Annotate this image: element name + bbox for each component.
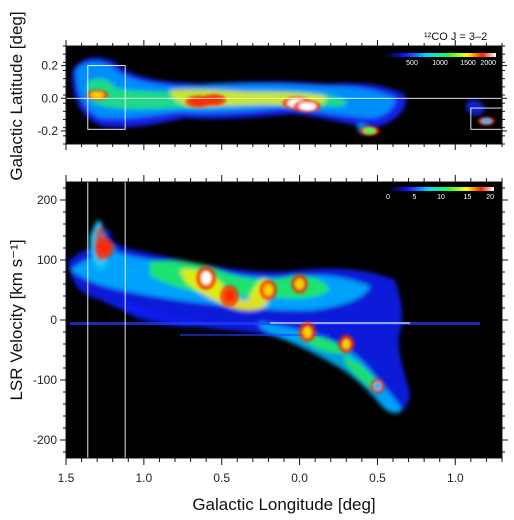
bottom-colorbar-label: 5 bbox=[413, 194, 417, 201]
top-emission-peaks bbox=[86, 89, 495, 136]
top-minor-ticks bbox=[63, 40, 505, 150]
top-colorbar-label: 1500 bbox=[460, 60, 476, 67]
bottom-y-axis-title: LSR Velocity [km s⁻¹] bbox=[7, 239, 26, 400]
top-peak-6 bbox=[477, 116, 495, 126]
bottom-x-tick-label: 0.5 bbox=[369, 471, 386, 485]
bottom-colorbar-label: 15 bbox=[464, 194, 472, 201]
top-emission-map bbox=[72, 57, 495, 136]
bottom-emission-peaks bbox=[95, 237, 385, 394]
bottom-y-tick-label: -200 bbox=[33, 433, 57, 447]
top-peak-4 bbox=[293, 100, 321, 113]
top-colorbar-label: 500 bbox=[406, 60, 418, 67]
bottom-peak-4 bbox=[291, 274, 309, 294]
top-y-tick-label: 0.0 bbox=[41, 91, 58, 105]
bottom-emission-map bbox=[68, 220, 480, 414]
bottom-peak-2 bbox=[220, 284, 239, 308]
bottom-colorbar-label: 20 bbox=[486, 194, 494, 201]
top-colorbar-gradient bbox=[384, 53, 496, 57]
top-y-tick-label: 0.2 bbox=[41, 59, 58, 73]
molecular-line-label: ¹²CO J = 3–2 bbox=[424, 31, 487, 43]
bottom-colorbar-gradient bbox=[388, 187, 494, 191]
bottom-x-tick-label: 0.5 bbox=[213, 471, 230, 485]
bottom-y-tick-label: 100 bbox=[37, 253, 57, 267]
bottom-peak-5 bbox=[298, 321, 317, 343]
bottom-x-tick-label: 0.0 bbox=[291, 471, 308, 485]
selection-box-0 bbox=[87, 65, 126, 130]
top-y-ticks: 0.2 0.0 -0.2 bbox=[37, 59, 507, 138]
bottom-colorbar: 0 5 10 15 20 bbox=[386, 187, 494, 201]
bottom-peak-3 bbox=[259, 279, 278, 301]
top-colorbar: 500 1000 1500 2000 bbox=[384, 53, 496, 67]
top-y-axis-title: Galactic Latitude [deg] bbox=[7, 11, 26, 180]
bottom-x-ticks: 1.5 1.0 0.5 0.0 0.5 1.0 bbox=[58, 471, 464, 485]
x-axis-title: Galactic Longitude [deg] bbox=[192, 495, 375, 514]
bottom-strip-lines bbox=[87, 182, 126, 458]
bottom-x-tick-label: 1.0 bbox=[136, 471, 153, 485]
bottom-y-tick-label: 0 bbox=[50, 313, 57, 327]
bottom-y-tick-label: 200 bbox=[37, 193, 57, 207]
bottom-x-tick-label: 1.5 bbox=[58, 471, 75, 485]
bottom-x-tick-label: 1.0 bbox=[447, 471, 464, 485]
top-colorbar-label: 1000 bbox=[432, 60, 448, 67]
bottom-colorbar-label: 10 bbox=[437, 194, 445, 201]
top-panel: 0.20.0-0.2 500 1000 1500 2000 ¹²CO J = 3–2 … bbox=[7, 11, 507, 181]
top-peak-5 bbox=[359, 126, 380, 136]
bottom-colorbar-label: 0 bbox=[386, 194, 390, 201]
bottom-y-tick-label: -100 bbox=[33, 373, 57, 387]
bottom-peak-7 bbox=[370, 378, 385, 394]
top-peak-0 bbox=[86, 89, 109, 101]
bottom-peak-1 bbox=[196, 266, 217, 290]
bottom-peak-0 bbox=[95, 237, 115, 259]
bottom-peak-6 bbox=[338, 334, 355, 354]
top-colorbar-label: 2000 bbox=[480, 60, 496, 67]
top-peak-2 bbox=[201, 94, 227, 106]
bottom-panel: 200 100 0 -100 -200 1.5 1.0 0.5 0.0 0.5 1.0 0 5 10 1… bbox=[7, 175, 508, 514]
top-y-tick-label: -0.2 bbox=[37, 124, 58, 138]
